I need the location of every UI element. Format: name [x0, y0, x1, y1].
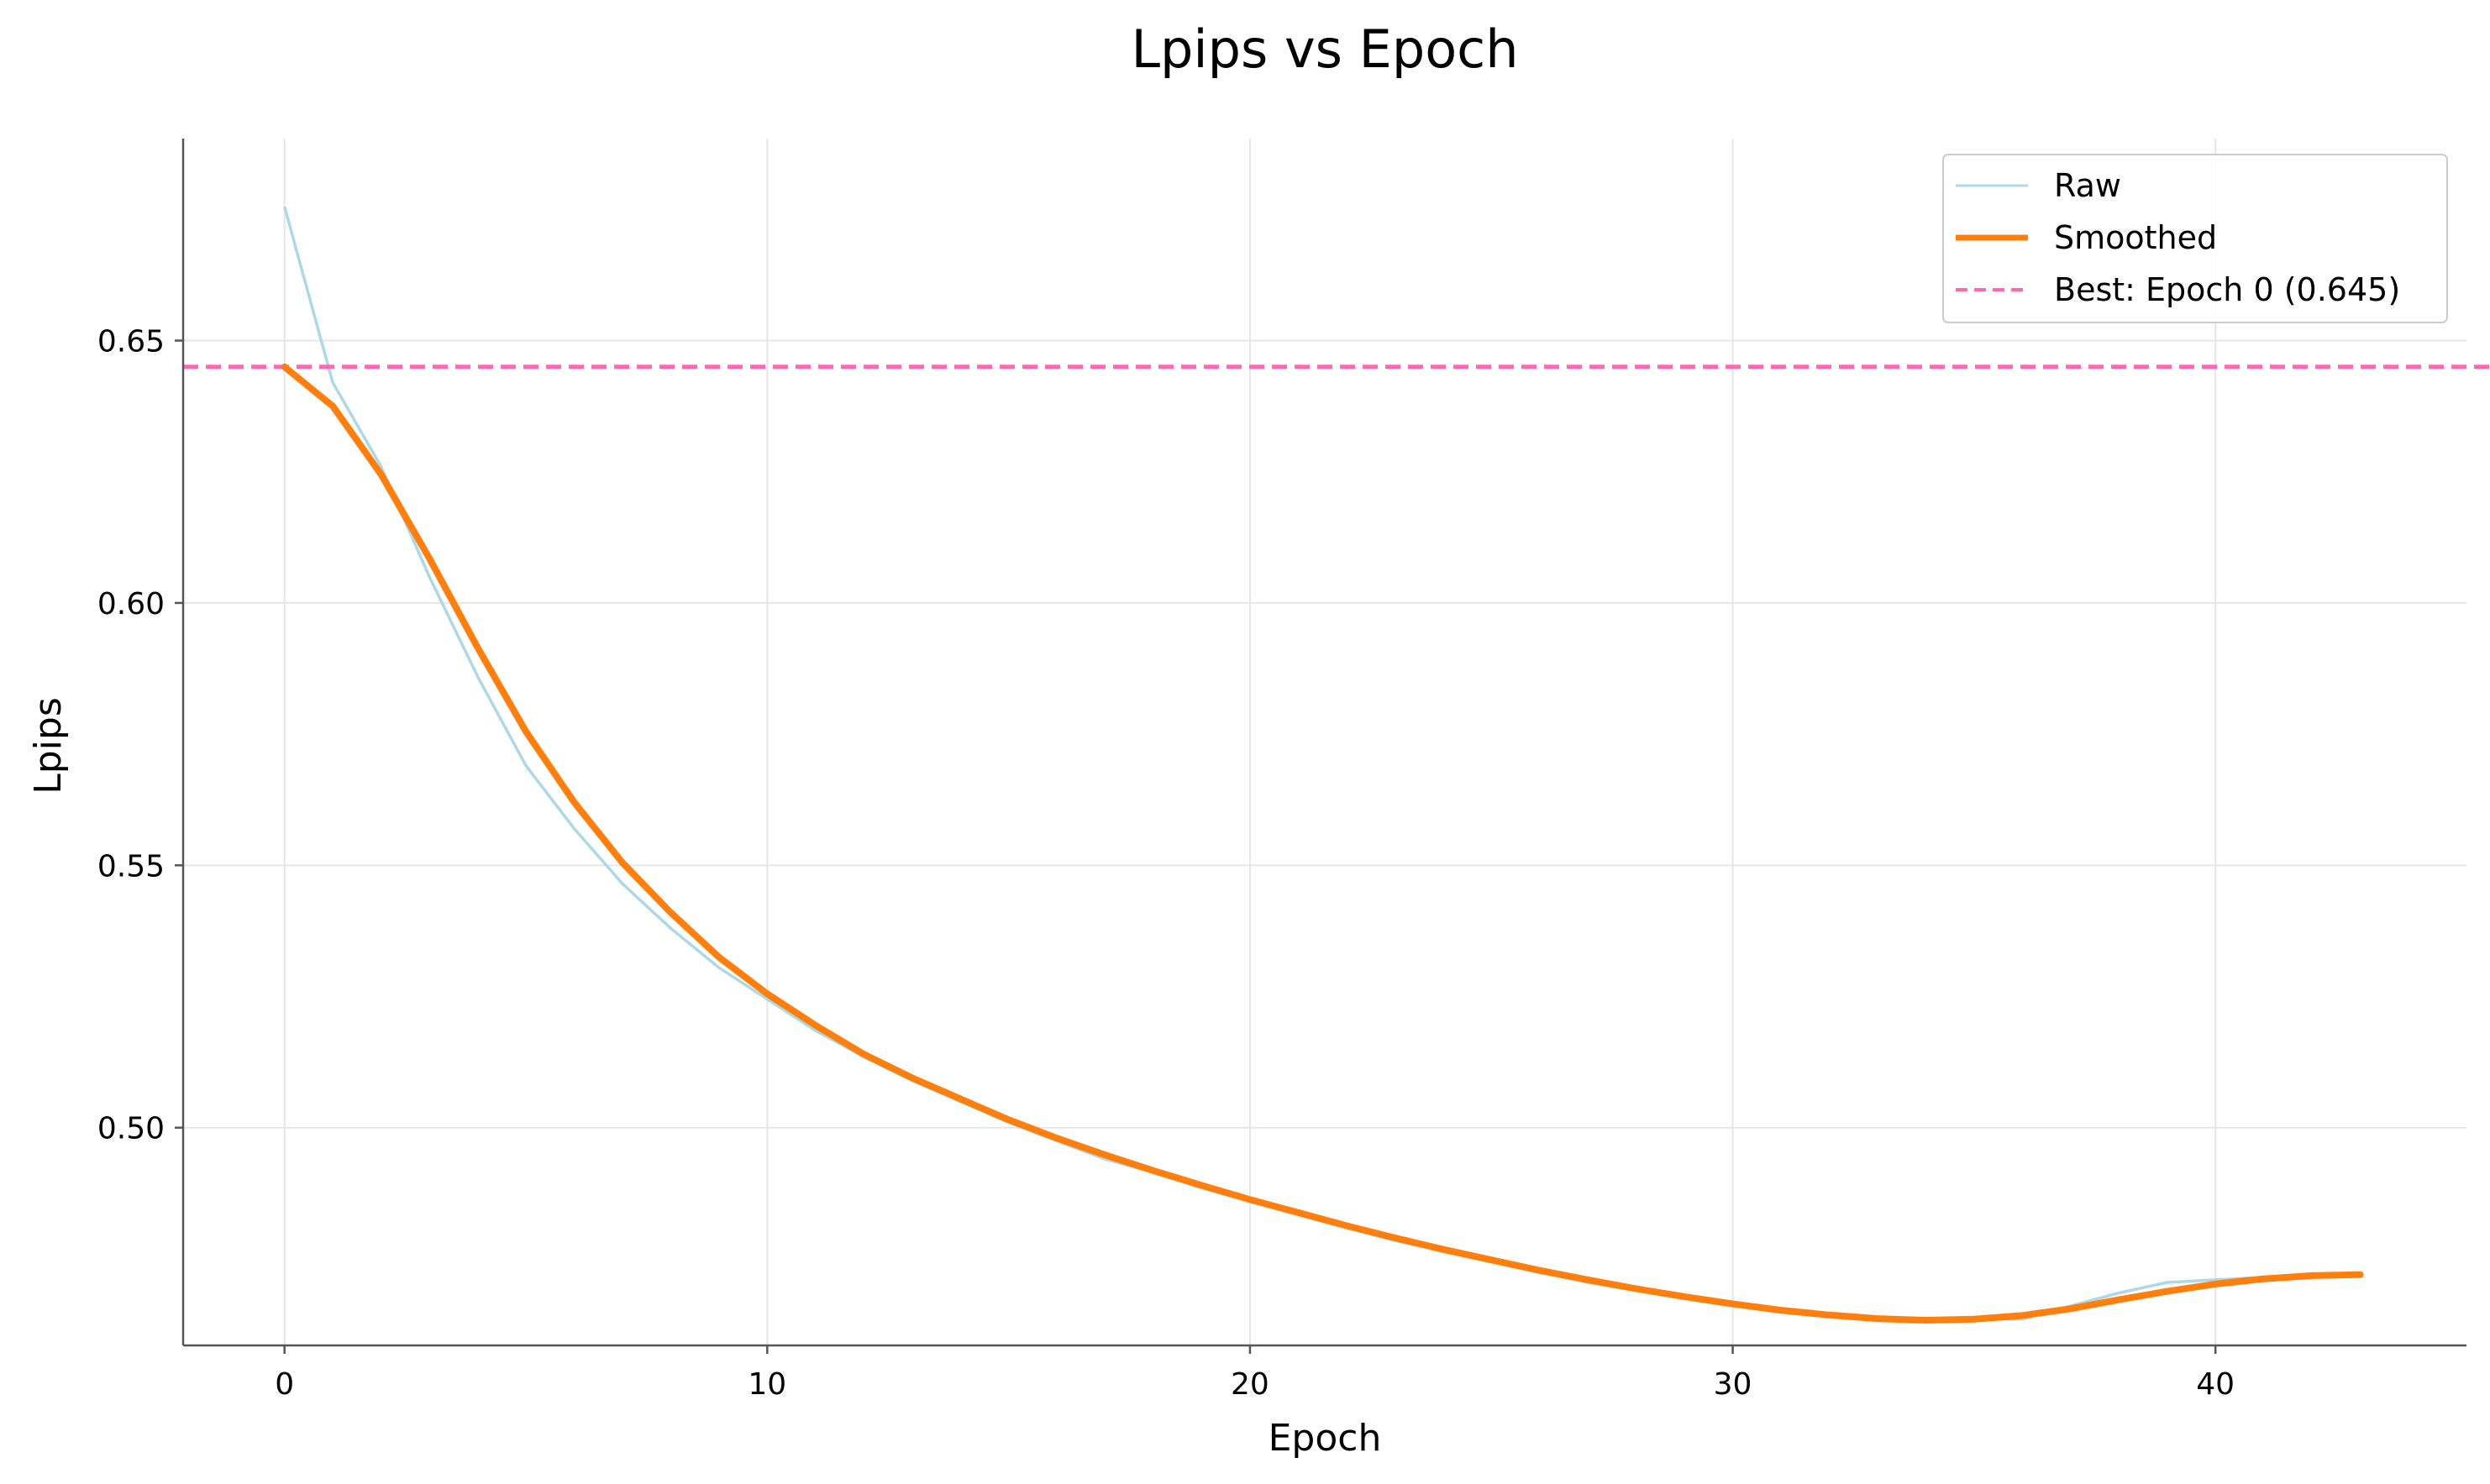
grid	[183, 139, 2466, 1345]
x-tick-label: 20	[1231, 1367, 1269, 1402]
x-tick-label: 40	[2196, 1367, 2235, 1402]
x-tick-label: 30	[1714, 1367, 1752, 1402]
y-tick-label: 0.55	[97, 849, 165, 884]
legend-raw-label: Raw	[2054, 167, 2121, 204]
y-tick-label: 0.65	[97, 325, 165, 359]
legend: Raw Smoothed Best: Epoch 0 (0.645)	[1942, 154, 2448, 323]
legend-box	[1942, 154, 2448, 323]
y-tick-label: 0.60	[97, 587, 165, 621]
chart-title: Lpips vs Epoch	[1131, 18, 1518, 80]
x-tick-label: 10	[748, 1367, 786, 1402]
x-tick-label: 0	[275, 1367, 294, 1402]
legend-smoothed-label: Smoothed	[2054, 219, 2217, 256]
legend-best-label: Best: Epoch 0 (0.645)	[2054, 271, 2400, 308]
ticks: 0 10 20 30 40 0.50 0.55 0.60 0.65	[97, 325, 2235, 1402]
series-layer	[183, 206, 2490, 1324]
y-axis-title: Lpips	[27, 697, 70, 794]
x-axis-title: Epoch	[1269, 1417, 1382, 1460]
smoothed-series-line	[281, 363, 2364, 1324]
y-tick-label: 0.50	[97, 1112, 165, 1146]
